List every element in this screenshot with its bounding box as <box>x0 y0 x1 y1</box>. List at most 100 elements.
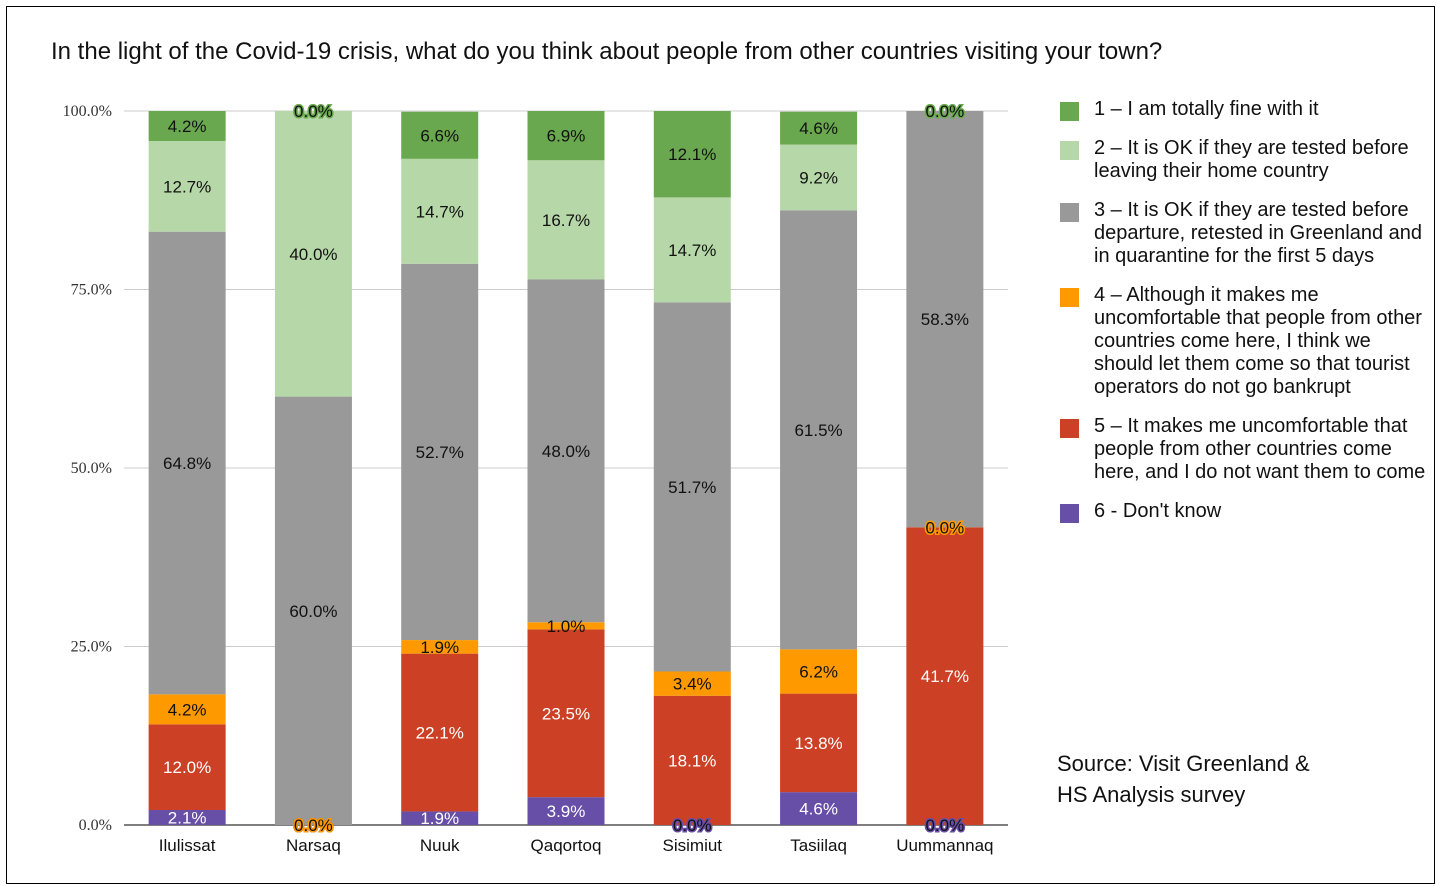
data-label: 23.5% <box>542 704 590 723</box>
legend-item: 4 – Although it makes me uncomfortable t… <box>1060 284 1432 399</box>
data-label: 48.0% <box>542 442 590 461</box>
bar-segment <box>274 111 352 397</box>
x-category-label: Nuuk <box>420 836 460 855</box>
y-tick-label: 75.0% <box>71 282 112 299</box>
legend-item: 5 – It makes me uncomfortable that peopl… <box>1060 415 1432 484</box>
data-label: 0.0% <box>294 102 333 121</box>
y-tick-label: 50.0% <box>71 460 112 477</box>
data-label: 6.9% <box>547 127 586 146</box>
data-label: 64.8% <box>163 454 211 473</box>
bar-segment <box>780 210 858 650</box>
source-line-2: HS Analysis survey <box>1057 782 1246 807</box>
x-category-label: Tasiilaq <box>790 836 847 855</box>
bar-segment <box>148 111 226 141</box>
bar-segment <box>780 144 858 211</box>
data-label: 51.7% <box>668 478 716 497</box>
legend-label: 1 – I am totally fine with it <box>1094 98 1319 120</box>
bar-segment <box>401 158 479 264</box>
data-label: 4.2% <box>168 700 207 719</box>
legend-item: 3 – It is OK if they are tested before d… <box>1060 199 1432 268</box>
bar-segment <box>527 622 605 630</box>
legend-swatch <box>1060 141 1079 160</box>
data-label: 52.7% <box>416 443 464 462</box>
legend-swatch <box>1060 288 1079 307</box>
legend-swatch <box>1060 203 1079 222</box>
data-label: 0.0% <box>925 816 964 835</box>
data-label: 0.0% <box>294 816 333 835</box>
bar-segment <box>527 111 605 161</box>
chart-title: In the light of the Covid-19 crisis, wha… <box>51 38 1163 65</box>
legend-label: 3 – It is OK if they are tested before d… <box>1094 199 1422 267</box>
bar-segment <box>401 640 479 654</box>
data-label: 0.0% <box>925 102 964 121</box>
legend-label: 6 - Don't know <box>1094 500 1222 522</box>
data-label: 1.9% <box>420 809 459 828</box>
data-label: 22.1% <box>416 724 464 743</box>
data-label: 2.1% <box>168 809 207 828</box>
bar-segment <box>653 197 731 303</box>
data-label: 0.0% <box>673 816 712 835</box>
data-label: 61.5% <box>794 421 842 440</box>
legend-label: 4 – Although it makes me uncomfortable t… <box>1094 284 1422 398</box>
legend: 1 – I am totally fine with it 2 – It is O… <box>1060 98 1432 539</box>
data-label: 9.2% <box>799 168 838 187</box>
y-tick-label: 25.0% <box>71 639 112 656</box>
bar-segment <box>780 693 858 793</box>
bar-segment <box>148 694 226 725</box>
bar-segment <box>148 231 226 695</box>
y-tick-label: 0.0% <box>79 817 112 834</box>
x-category-label: Qaqortoq <box>531 836 602 855</box>
bar-segment <box>527 279 605 623</box>
legend-item: 1 – I am totally fine with it <box>1060 98 1432 121</box>
x-category-label: Ilulissat <box>159 836 216 855</box>
bar-segment <box>527 160 605 280</box>
data-label: 3.4% <box>673 675 712 694</box>
bar-segment <box>274 396 352 825</box>
data-label: 12.1% <box>668 145 716 164</box>
legend-label: 2 – It is OK if they are tested before l… <box>1094 137 1409 182</box>
bar-segment <box>653 671 731 696</box>
data-label: 13.8% <box>794 734 842 753</box>
bar-segment <box>780 792 858 825</box>
data-label: 12.0% <box>163 758 211 777</box>
data-label: 16.7% <box>542 211 590 230</box>
data-label: 0.0% <box>294 816 333 835</box>
bar-segment <box>401 811 479 825</box>
bar-segment <box>527 629 605 798</box>
source-line-1: Source: Visit Greenland & <box>1057 751 1310 776</box>
data-label: 0.0% <box>925 102 964 121</box>
bar-segment <box>148 810 226 825</box>
legend-label: 5 – It makes me uncomfortable that peopl… <box>1094 415 1426 483</box>
legend-item: 6 - Don't know <box>1060 500 1432 523</box>
bar-segment <box>906 527 984 825</box>
y-tick-label: 100.0% <box>63 103 112 120</box>
data-label: 6.2% <box>799 662 838 681</box>
data-label: 18.1% <box>668 751 716 770</box>
bar-segment <box>148 724 226 811</box>
legend-swatch <box>1060 504 1079 523</box>
data-label: 41.7% <box>921 667 969 686</box>
data-label: 58.3% <box>921 310 969 329</box>
bar-segment <box>401 111 479 159</box>
source-note: Source: Visit Greenland & HS Analysis su… <box>1057 748 1417 810</box>
bar-segment <box>906 111 984 528</box>
data-label: 1.9% <box>420 638 459 657</box>
bar-segment <box>527 797 605 825</box>
bar-segment <box>780 111 858 145</box>
data-label: 6.6% <box>420 126 459 145</box>
data-label: 14.7% <box>668 241 716 260</box>
data-label: 4.6% <box>799 800 838 819</box>
data-label: 60.0% <box>289 602 337 621</box>
data-label: 1.0% <box>547 617 586 636</box>
data-label: 0.0% <box>925 518 964 537</box>
bar-segment <box>653 695 731 825</box>
data-label: 12.7% <box>163 177 211 196</box>
bar-segment <box>401 263 479 641</box>
legend-swatch <box>1060 419 1079 438</box>
x-category-label: Sisimiut <box>663 836 723 855</box>
data-label: 4.2% <box>168 117 207 136</box>
bar-segment <box>653 111 731 198</box>
data-label: 0.0% <box>294 816 333 835</box>
bar-segment <box>401 653 479 812</box>
